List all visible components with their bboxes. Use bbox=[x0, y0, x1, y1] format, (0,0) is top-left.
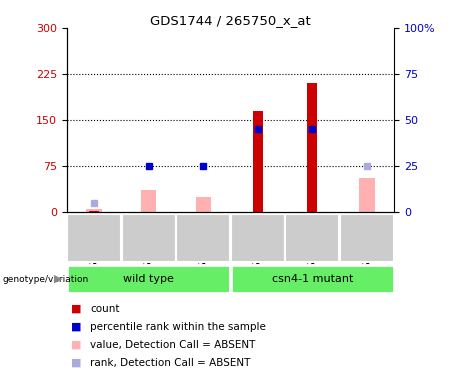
Text: ▶: ▶ bbox=[54, 274, 63, 284]
Bar bbox=[89, 211, 99, 212]
Bar bbox=[359, 178, 374, 212]
Text: ■: ■ bbox=[71, 304, 82, 313]
Bar bbox=[307, 83, 317, 212]
Bar bbox=[141, 190, 156, 212]
Bar bbox=[253, 111, 263, 212]
Bar bbox=[340, 214, 394, 262]
Text: csn4-1 mutant: csn4-1 mutant bbox=[272, 274, 353, 284]
Text: genotype/variation: genotype/variation bbox=[2, 274, 89, 284]
Text: ■: ■ bbox=[71, 322, 82, 332]
Text: percentile rank within the sample: percentile rank within the sample bbox=[90, 322, 266, 332]
Bar bbox=[176, 214, 230, 262]
Title: GDS1744 / 265750_x_at: GDS1744 / 265750_x_at bbox=[150, 14, 311, 27]
Text: ■: ■ bbox=[71, 358, 82, 368]
Text: wild type: wild type bbox=[123, 274, 174, 284]
Bar bbox=[231, 265, 394, 293]
Bar bbox=[195, 196, 211, 212]
Text: rank, Detection Call = ABSENT: rank, Detection Call = ABSENT bbox=[90, 358, 250, 368]
Bar bbox=[122, 214, 176, 262]
Bar bbox=[67, 214, 121, 262]
Bar bbox=[285, 214, 339, 262]
Text: count: count bbox=[90, 304, 119, 313]
Bar bbox=[231, 214, 285, 262]
Bar bbox=[87, 209, 102, 212]
Text: value, Detection Call = ABSENT: value, Detection Call = ABSENT bbox=[90, 340, 255, 350]
Text: ■: ■ bbox=[71, 340, 82, 350]
Bar bbox=[67, 265, 230, 293]
